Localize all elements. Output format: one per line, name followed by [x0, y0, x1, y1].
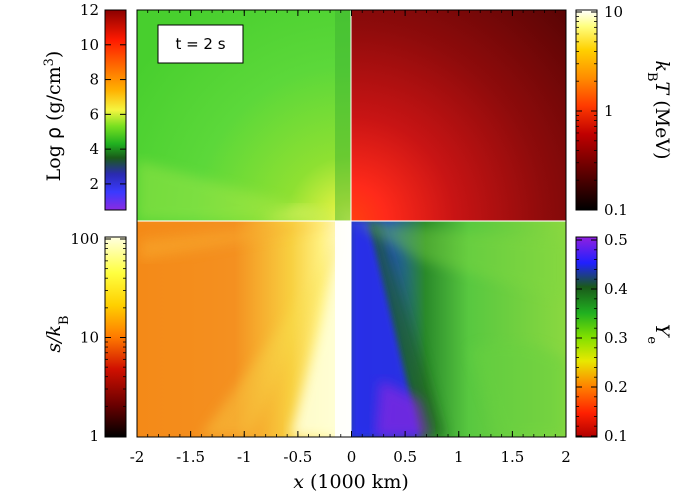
density-colorbar-label: Log ρ (g/cm3)	[42, 51, 66, 182]
temperature-colorbar-label: kBT (MeV)	[645, 60, 674, 159]
x-tick-label: 2	[561, 448, 571, 466]
x-axis: -2 -1.5 -1 -0.5 0 0.5 1 1.5 2	[130, 10, 571, 466]
temperature-quadrant	[351, 10, 566, 221]
temperature-tick-label: 0.1	[604, 201, 628, 219]
simulation-image	[136, 9, 567, 438]
entropy-colorbar-ticks: 100 10 1	[70, 230, 126, 445]
entropy-tick-label: 10	[80, 329, 99, 347]
density-tick-label: 2	[89, 175, 99, 193]
entropy-quadrant	[137, 221, 351, 437]
temperature-tick-label: 1	[604, 102, 614, 120]
entropy-tick-label: 1	[89, 427, 99, 445]
x-tick-label: 1	[454, 448, 464, 466]
ye-tick-label: 0.4	[604, 280, 628, 298]
electron-fraction-colorbar-ticks: 0.5 0.4 0.3 0.2 0.1	[576, 231, 628, 445]
electron-fraction-quadrant	[351, 221, 566, 437]
x-tick-label: 0.5	[393, 448, 417, 466]
x-tick-label: -2	[130, 448, 145, 466]
x-tick-label: -0.5	[283, 448, 312, 466]
density-quadrant	[137, 10, 351, 221]
temperature-colorbar: 10 1 0.1	[575, 3, 628, 219]
time-label-box: t = 2 s	[157, 24, 244, 64]
electron-fraction-colorbar: 0.5 0.4 0.3 0.2 0.1	[575, 231, 628, 445]
temperature-colorbar-ticks: 10 1 0.1	[576, 3, 628, 219]
x-tick-label: 1.5	[500, 448, 524, 466]
ye-tick-label: 0.3	[604, 329, 628, 347]
ye-tick-label: 0.1	[604, 427, 628, 445]
entropy-tick-label: 100	[70, 230, 99, 248]
ye-tick-label: 0.2	[604, 378, 628, 396]
temperature-tick-label: 10	[604, 3, 623, 21]
density-tick-label: 10	[80, 36, 99, 54]
density-colorbar-ticks: 2 4 6 8 10 12	[80, 1, 126, 193]
x-tick-label: -1.5	[176, 448, 205, 466]
density-tick-label: 4	[89, 140, 99, 158]
density-tick-label: 12	[80, 1, 99, 19]
density-tick-label: 6	[89, 105, 99, 123]
time-label: t = 2 s	[175, 35, 225, 53]
ye-tick-label: 0.5	[604, 231, 628, 249]
density-tick-label: 8	[89, 71, 99, 89]
x-axis-label: x (1000 km)	[293, 471, 409, 493]
entropy-colorbar: 100 10 1	[70, 230, 127, 445]
x-tick-label: 0	[347, 448, 357, 466]
x-tick-label: -1	[237, 448, 252, 466]
electron-fraction-colorbar-label: Ye	[645, 324, 674, 345]
entropy-colorbar-label: s/kB	[43, 315, 72, 352]
density-colorbar: 2 4 6 8 10 12	[80, 1, 127, 211]
